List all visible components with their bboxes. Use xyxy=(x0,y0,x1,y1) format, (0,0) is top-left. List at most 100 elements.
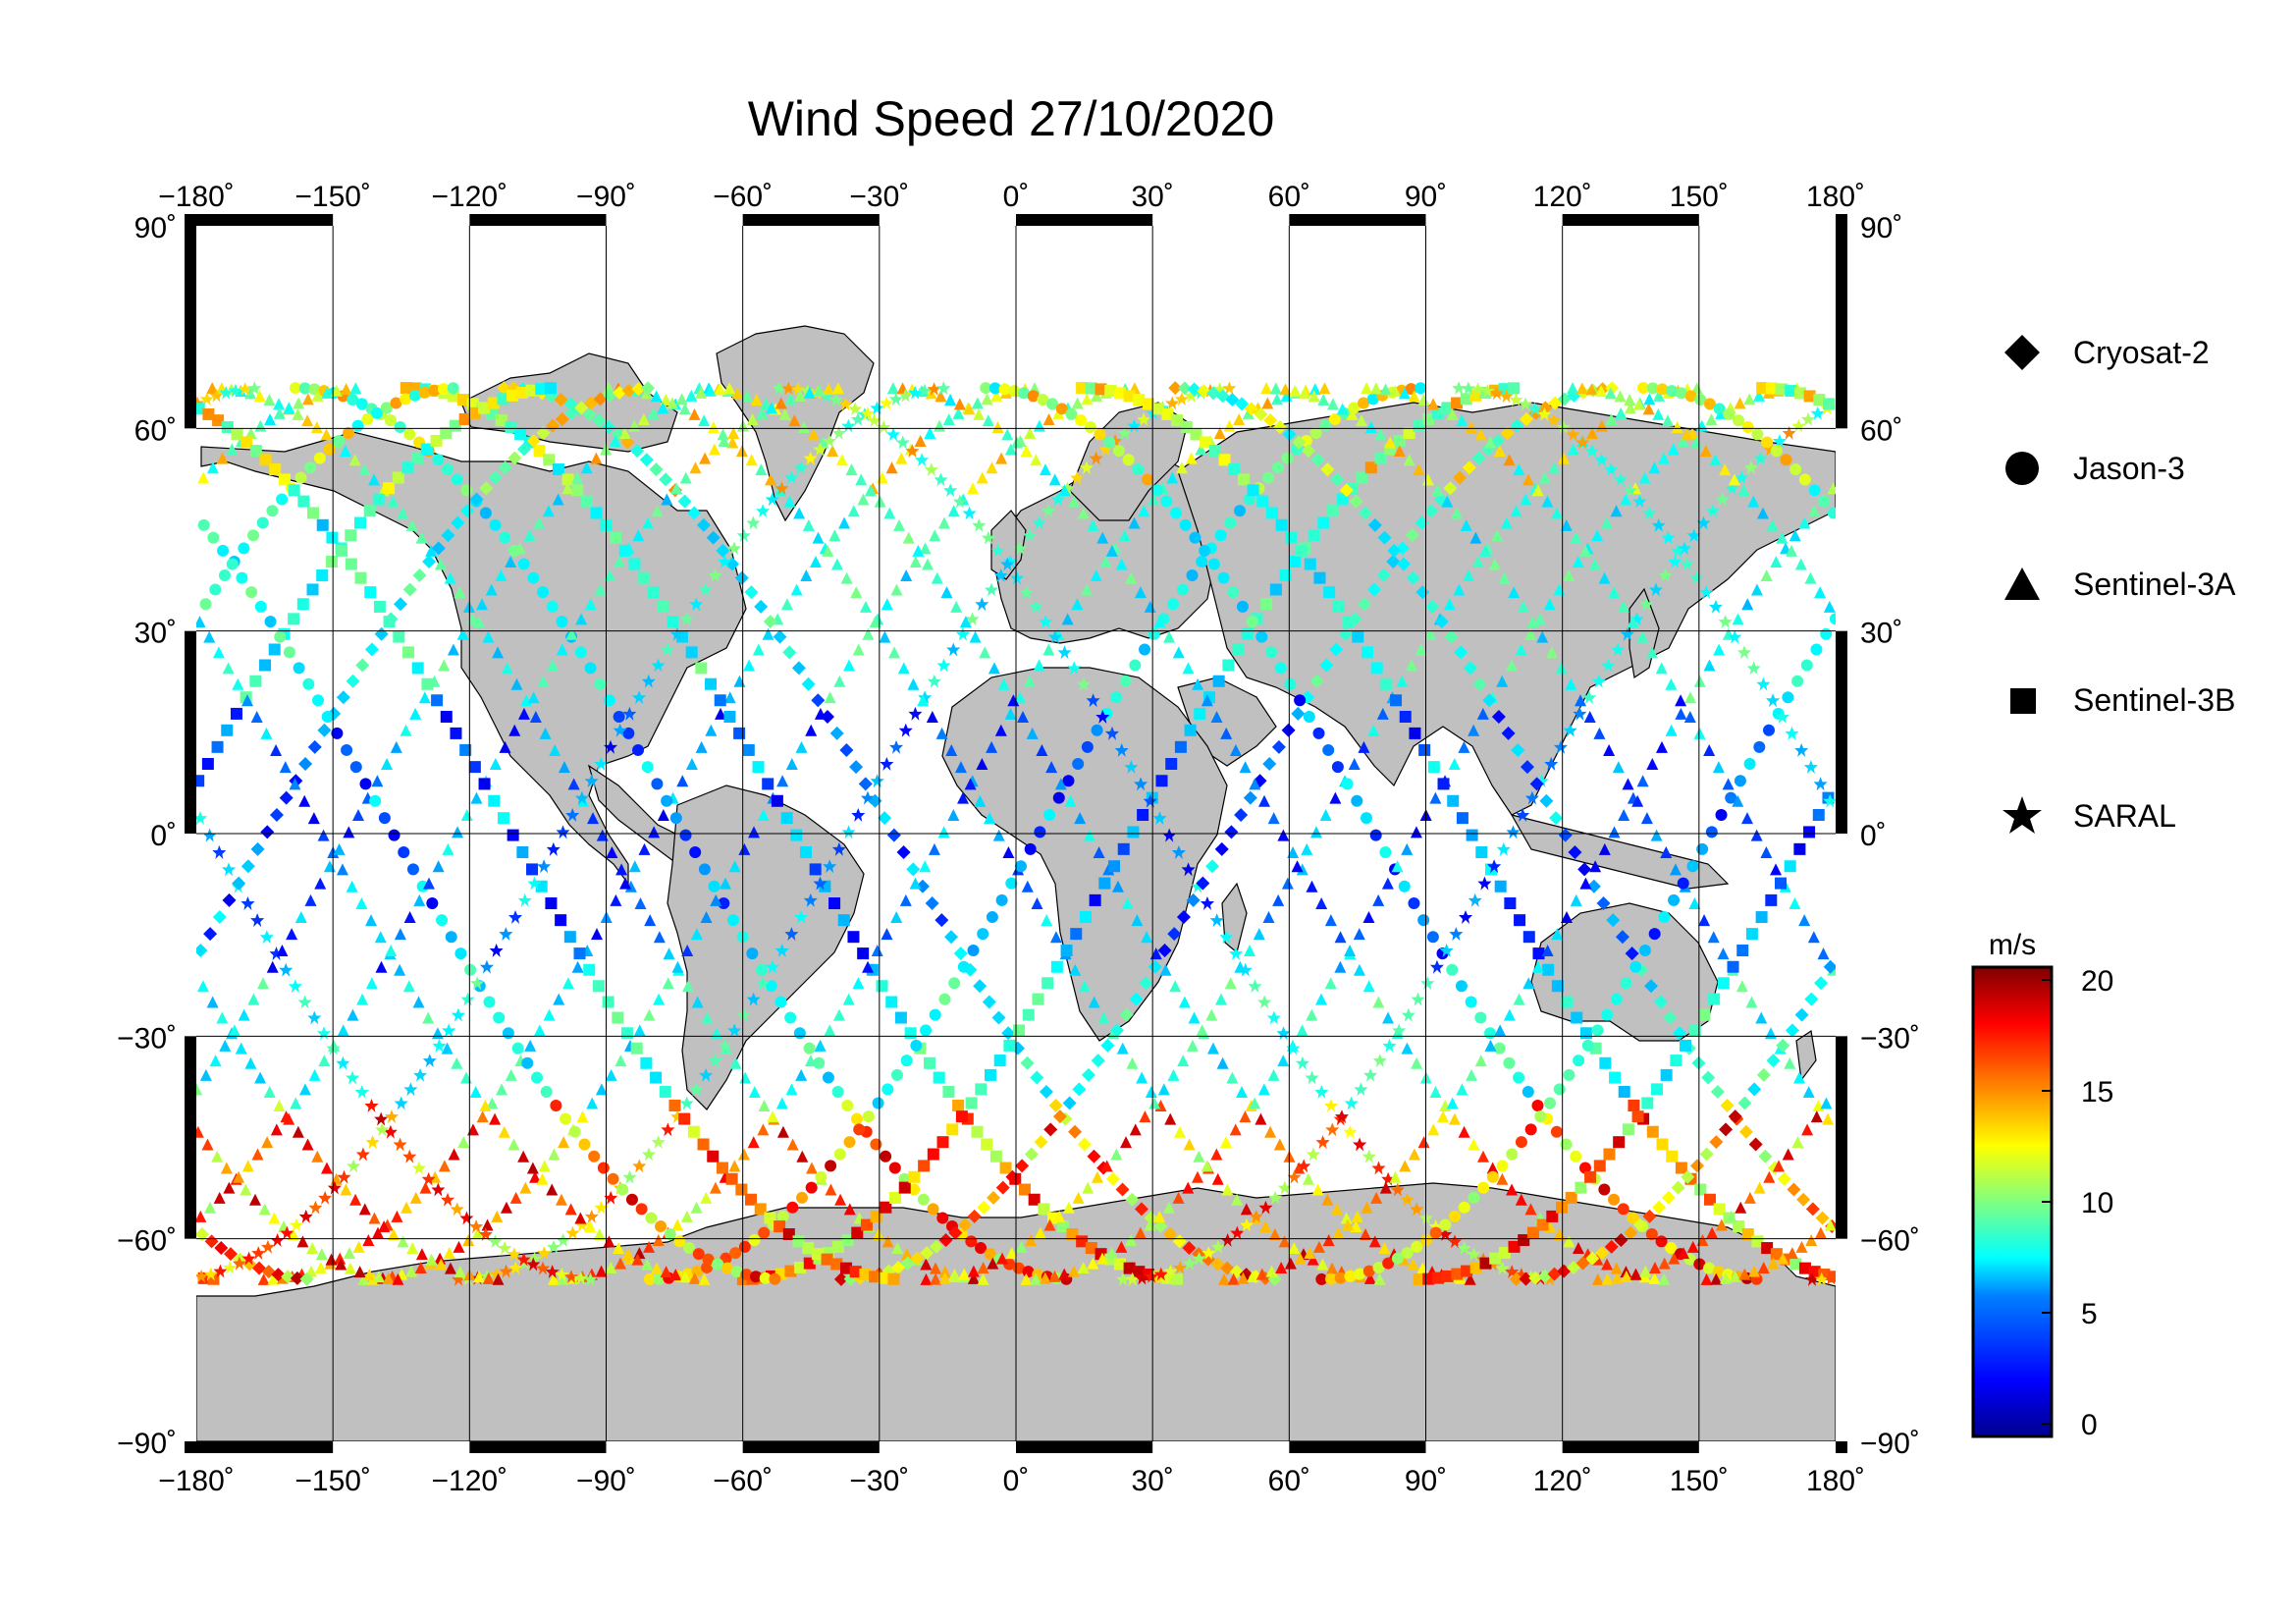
track-point xyxy=(1177,1055,1190,1067)
top-longitude-labels: −180˚ −150˚ −120˚ −90˚ −60˚ −30˚ 0˚ 30˚ 60˚ 90˚ 12… xyxy=(158,181,1865,213)
track-point xyxy=(838,397,853,411)
track-point xyxy=(1705,412,1718,425)
track-point xyxy=(952,494,967,509)
track-point xyxy=(1733,414,1745,427)
track-point xyxy=(1694,394,1707,406)
track-point xyxy=(825,1160,837,1172)
track-point xyxy=(1095,383,1107,396)
track-point xyxy=(653,993,666,1005)
track-point xyxy=(688,407,701,420)
lon-tick-label: 180˚ xyxy=(1806,1465,1865,1497)
track-point xyxy=(253,390,266,403)
track-point xyxy=(1484,1027,1497,1040)
track-point xyxy=(1417,394,1430,406)
track-point xyxy=(1188,1011,1201,1024)
track-point xyxy=(1757,1261,1770,1273)
track-point xyxy=(1829,613,1836,625)
lat-tick-label: 30˚ xyxy=(134,618,177,650)
track-point xyxy=(196,980,209,993)
track-point xyxy=(1693,675,1706,687)
track-point xyxy=(1143,793,1157,808)
track-point xyxy=(930,1272,942,1285)
track-point xyxy=(452,826,464,839)
track-point xyxy=(1001,428,1014,441)
track-point xyxy=(1119,675,1132,687)
track-point xyxy=(982,995,996,1009)
track-point xyxy=(364,642,379,657)
track-point xyxy=(458,412,471,425)
track-point xyxy=(1216,1056,1229,1069)
track-point xyxy=(1410,1202,1424,1217)
track-point xyxy=(363,505,376,517)
track-point xyxy=(1116,1042,1129,1055)
track-point xyxy=(1508,382,1521,395)
track-point xyxy=(586,1097,599,1109)
track-point xyxy=(1486,1170,1499,1183)
track-point xyxy=(1117,426,1132,441)
track-point xyxy=(1780,454,1792,466)
track-point xyxy=(288,484,300,497)
track-point xyxy=(1441,495,1454,508)
track-point xyxy=(1133,394,1146,406)
track-point xyxy=(1376,568,1391,583)
graticule xyxy=(196,226,1836,1441)
track-point xyxy=(1293,1162,1306,1174)
track-point xyxy=(1490,433,1505,448)
track-point xyxy=(622,727,635,739)
track-point xyxy=(199,598,212,611)
track-point xyxy=(400,382,412,395)
track-point xyxy=(1589,860,1602,873)
track-point xyxy=(479,959,494,974)
track-point xyxy=(667,616,679,628)
track-point xyxy=(908,1183,921,1196)
track-point xyxy=(860,406,875,420)
track-point xyxy=(1551,980,1564,993)
track-point xyxy=(1526,1226,1539,1239)
lat-tick-label: 90˚ xyxy=(134,212,177,244)
track-point xyxy=(1029,599,1043,614)
track-point xyxy=(1815,1211,1830,1225)
track-point xyxy=(650,1262,663,1274)
track-point xyxy=(1618,1085,1630,1098)
track-point xyxy=(1308,390,1320,403)
track-point xyxy=(266,505,279,517)
track-point xyxy=(1004,443,1017,456)
track-point xyxy=(1524,1123,1537,1136)
track-point xyxy=(1229,1123,1242,1136)
track-point xyxy=(828,529,841,542)
track-point xyxy=(1567,443,1579,456)
track-point xyxy=(740,390,753,403)
track-point xyxy=(1503,1056,1516,1069)
track-point xyxy=(900,1256,915,1271)
track-point xyxy=(1747,495,1760,508)
track-point xyxy=(841,1099,854,1111)
track-point xyxy=(919,542,932,555)
track-point xyxy=(523,529,536,542)
track-point xyxy=(276,945,289,957)
track-point xyxy=(786,1138,799,1151)
track-point xyxy=(628,558,641,570)
track-point xyxy=(428,384,441,397)
track-point xyxy=(1735,1201,1747,1214)
track-point xyxy=(1184,724,1197,736)
track-point xyxy=(1134,1226,1147,1239)
track-point xyxy=(721,1262,733,1274)
track-point xyxy=(218,569,231,582)
track-point xyxy=(1091,1170,1103,1183)
track-point xyxy=(441,1192,455,1207)
track-point xyxy=(438,659,451,672)
track-point xyxy=(1368,1235,1381,1248)
track-point xyxy=(320,1162,333,1174)
track-point xyxy=(243,387,256,400)
track-point xyxy=(1424,504,1439,518)
track-point xyxy=(517,707,530,720)
track-point xyxy=(853,1123,866,1136)
track-point xyxy=(886,427,901,442)
track-point xyxy=(619,877,632,890)
track-point xyxy=(1620,626,1634,641)
track-point xyxy=(1108,433,1123,448)
track-point xyxy=(829,726,844,740)
track-point xyxy=(809,556,822,568)
track-point xyxy=(1167,1068,1180,1081)
